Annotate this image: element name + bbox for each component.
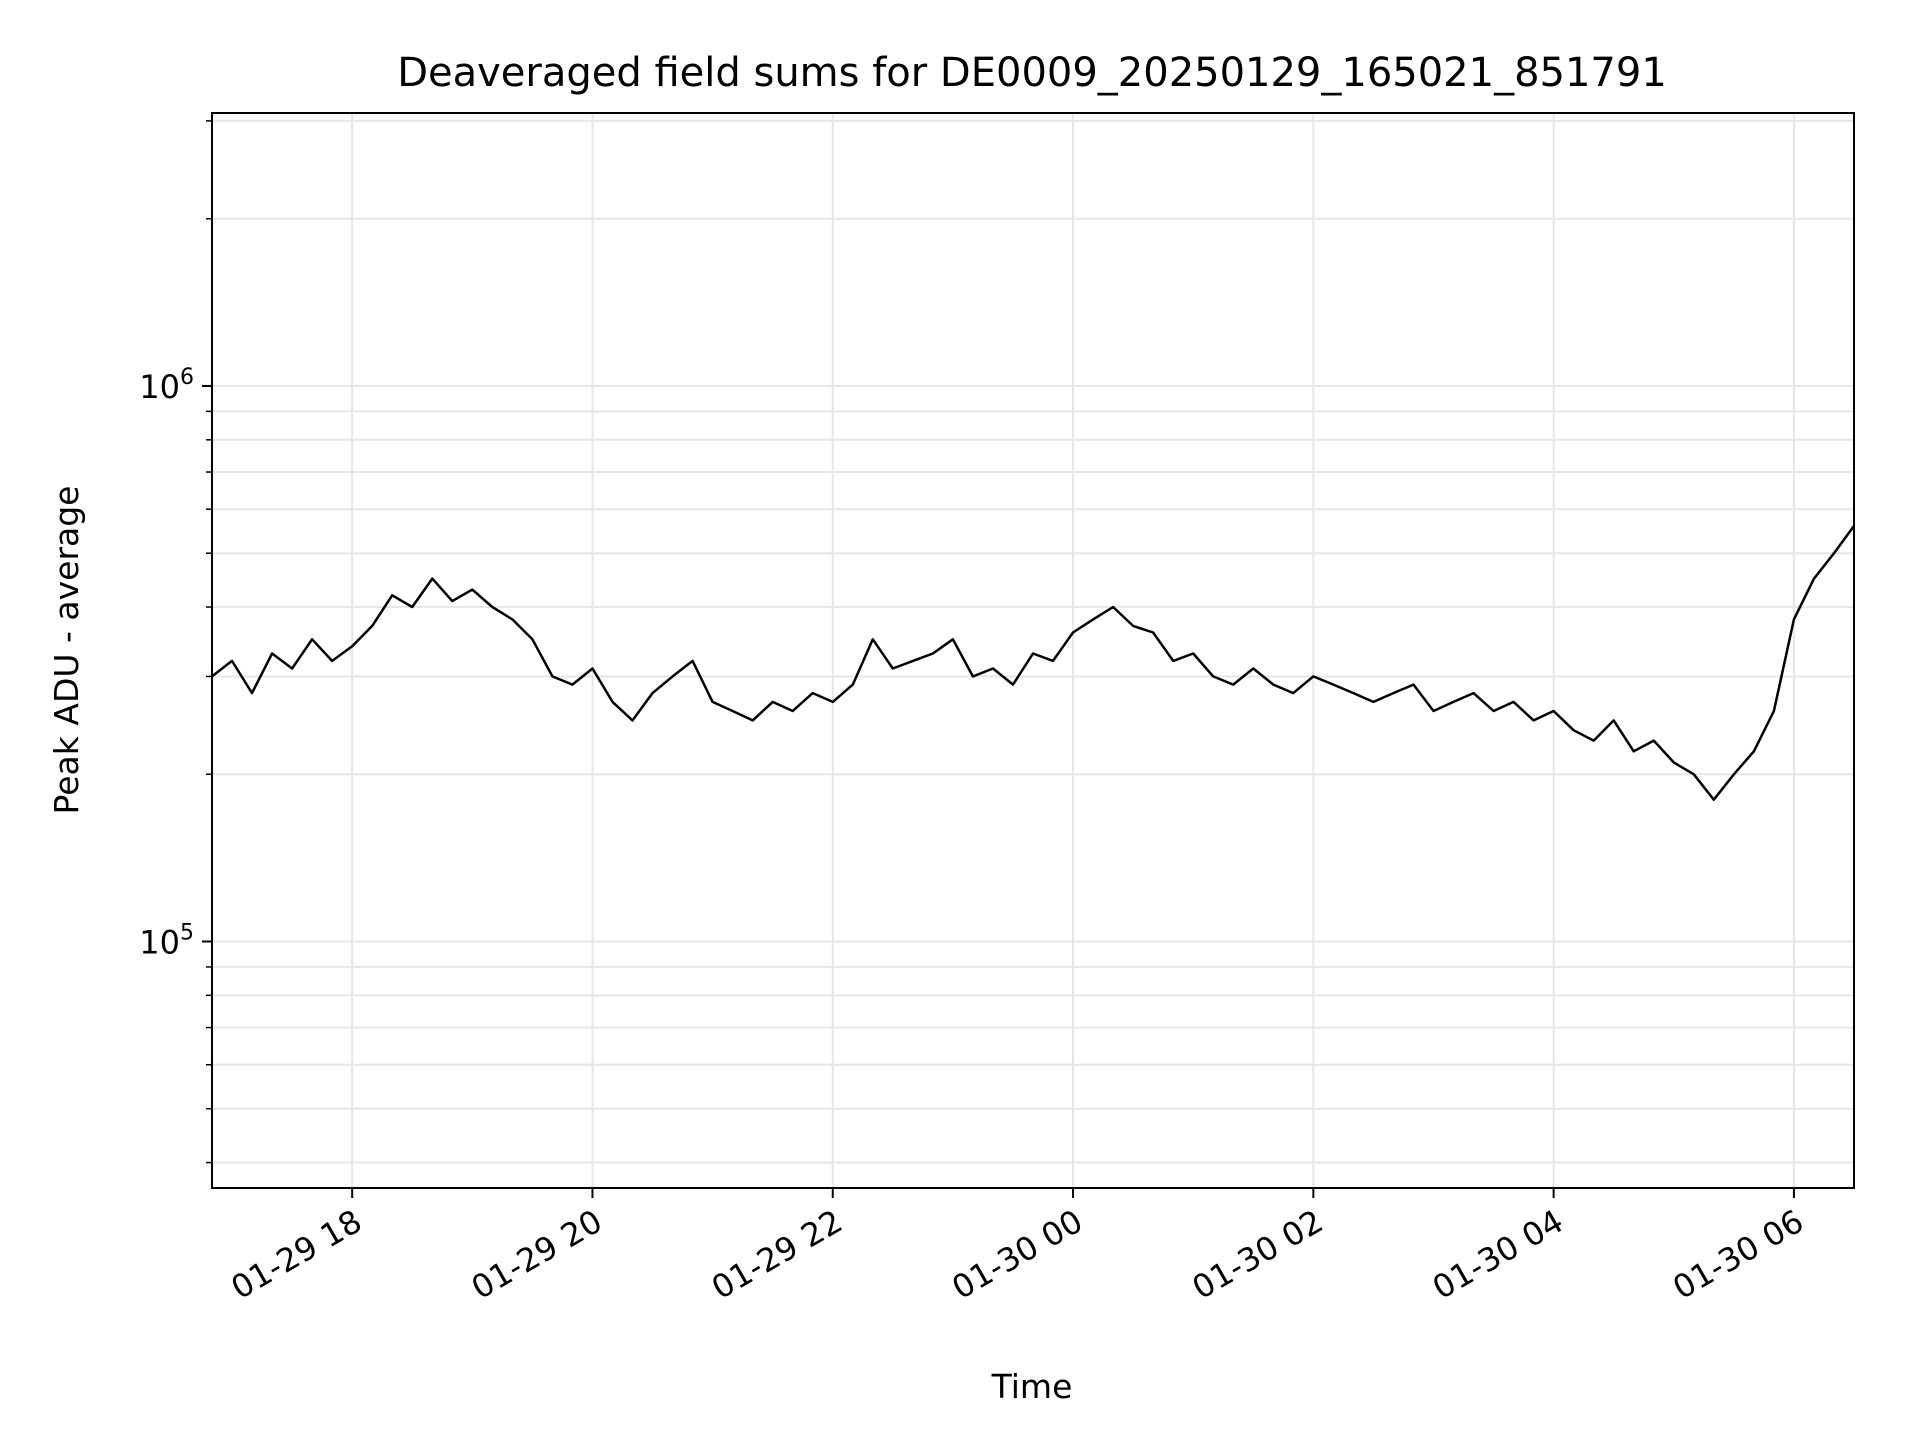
data-layer [211, 525, 1856, 801]
y-tick-label: 106 [139, 365, 194, 406]
y-tick-base: 10 [139, 924, 180, 962]
x-axis-label: Time [991, 1367, 1073, 1406]
y-tick-base: 10 [139, 368, 180, 406]
y-axis-label: Peak ADU - average [47, 486, 86, 815]
y-tick-exponent: 6 [180, 365, 194, 390]
grid-layer [212, 113, 1854, 1188]
chart-title: Deaveraged field sums for DE0009_2025012… [397, 50, 1667, 96]
data-series-line [211, 525, 1856, 801]
y-tick-exponent: 5 [180, 921, 194, 946]
y-tick-label: 105 [139, 921, 194, 962]
plot-frame [211, 112, 1855, 1189]
